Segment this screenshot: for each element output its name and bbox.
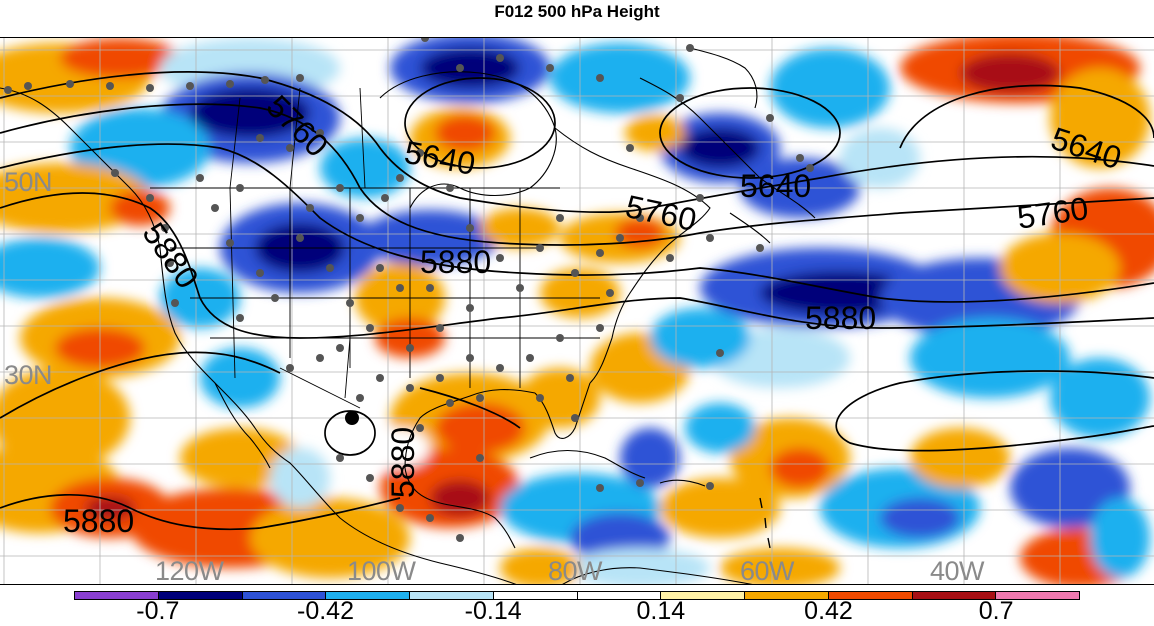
- colorbar-bin: [409, 592, 493, 599]
- storm-marker-icon: [345, 411, 359, 425]
- colorbar-tick-label: -0.7: [136, 597, 180, 625]
- colorbar-bin: [995, 592, 1079, 599]
- colorbar-bin: [492, 592, 577, 599]
- colorbar-bin: [576, 592, 661, 599]
- lat-label-30n: 30N: [4, 360, 53, 390]
- lon-label-100w: 100W: [347, 556, 416, 585]
- lon-label-80w: 80W: [548, 556, 603, 585]
- colorbar-bin: [75, 592, 158, 599]
- contour-label: 5880: [63, 503, 135, 539]
- colorbar-tick-label: 0.14: [636, 597, 686, 625]
- colorbar-bin: [325, 592, 409, 599]
- lat-label-50n: 50N: [4, 167, 53, 197]
- colorbar-bin: [157, 592, 242, 599]
- colorbar-tick-label: -0.42: [297, 597, 354, 625]
- contour-label: 5880: [420, 244, 492, 280]
- lon-label-40w: 40W: [930, 556, 985, 585]
- colorbar-bin: [241, 592, 326, 599]
- colorbar-bin: [911, 592, 996, 599]
- contour-label: 5880: [385, 426, 421, 498]
- colorbar: [74, 591, 1080, 600]
- station-dots: [4, 38, 814, 542]
- colorbar-tick-label: -0.14: [464, 597, 522, 625]
- colorbar-bin: [660, 592, 744, 599]
- colorbar-bin: [744, 592, 828, 599]
- height-contours: [0, 71, 1154, 531]
- contour-label: 5640: [740, 168, 812, 204]
- lon-label-120w: 120W: [155, 556, 224, 585]
- coastlines: [0, 47, 816, 584]
- map-canvas: [0, 38, 1154, 584]
- map-title: F012 500 hPa Height: [494, 2, 660, 21]
- lon-label-60w: 60W: [740, 556, 795, 585]
- colorbar-tick-label: 0.42: [804, 597, 853, 625]
- contour-label: 5880: [805, 300, 877, 336]
- colorbar-bin: [827, 592, 912, 599]
- map-panel[interactable]: 50N 30N 120W 100W 80W 60W 40W 5760 5640 …: [0, 37, 1154, 585]
- shaded-anomaly-field: [0, 38, 1154, 584]
- colorbar-tick-label: 0.7: [978, 597, 1014, 625]
